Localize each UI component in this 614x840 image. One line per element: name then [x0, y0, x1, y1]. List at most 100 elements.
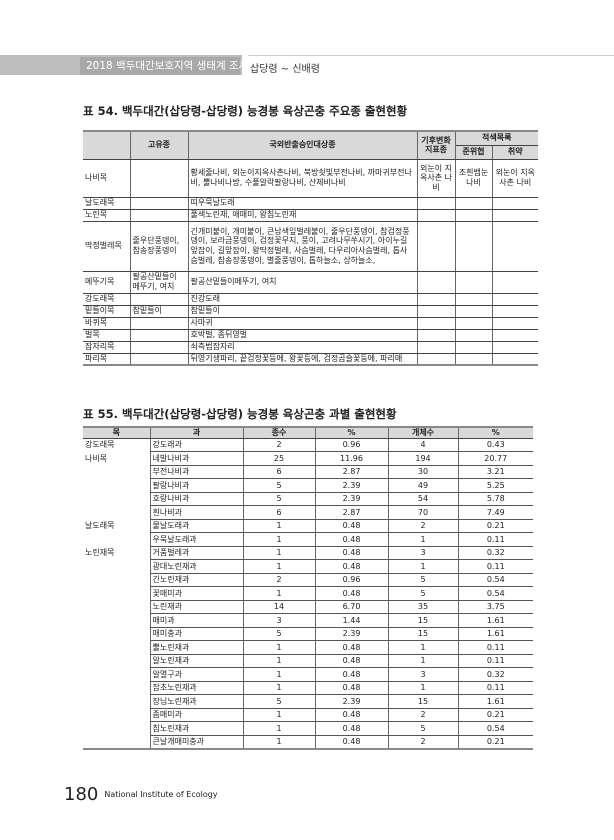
cell-climate [417, 270, 456, 294]
header-nt: 준위협 [455, 144, 493, 160]
cell [83, 600, 151, 614]
cell: 흰나비과 [150, 505, 244, 520]
cell-export: 팔공산밑들이메뚜기, 여치 [188, 270, 418, 294]
cell: 0.21 [458, 519, 533, 534]
cell-climate [417, 304, 456, 318]
cell: 3 [243, 613, 316, 628]
cell: 0.48 [315, 654, 389, 669]
cell: 54 [388, 492, 459, 507]
cell: 3 [388, 546, 459, 561]
cell-endemic [130, 208, 189, 222]
cell: 네발나비과 [150, 451, 244, 466]
cell: 2 [243, 438, 316, 453]
cell-vu [492, 340, 538, 354]
cell-climate [417, 340, 456, 354]
cell-order: 잠자리목 [83, 340, 131, 354]
cell: 호랑나비과 [150, 492, 244, 507]
cell-order: 벌목 [83, 328, 131, 342]
cell: 날도래목 [83, 519, 151, 533]
table54-caption: 표 54. 백두대간(삽당령-삽당령) 능경봉 육상곤충 주요종 출현현황 [83, 104, 408, 118]
cell: 49 [388, 478, 459, 493]
cell [83, 721, 151, 736]
table-row: 잡초노린재과 1 0.48 1 0.11 [83, 681, 533, 696]
cell-climate [417, 352, 456, 366]
cell-export: 띠우묵날도래 [188, 196, 418, 210]
cell-climate [417, 328, 456, 342]
cell: 3.21 [458, 465, 533, 480]
page-number: 180 [64, 784, 99, 805]
cell-order: 날도래목 [83, 196, 131, 210]
cell: 1.44 [315, 613, 389, 628]
table-row: 노린목 풀색노린재, 애매미, 왕침노린재 [83, 208, 538, 222]
cell: 0.21 [458, 708, 533, 723]
cell [83, 681, 151, 695]
cell: 0.21 [458, 735, 533, 750]
cell [83, 478, 151, 493]
table-row: 부전나비과 6 2.87 30 3.21 [83, 465, 533, 480]
table55: 목 과 종수% 개체수% 강도래목 강도래과 2 0.96 4 0.43 나비목 네발나비과 25 11… [83, 426, 533, 750]
cell-export: 진강도래 [188, 292, 418, 306]
table-row: 강도래목 진강도래 [83, 292, 538, 306]
table55-caption: 표 55. 백두대간(삽당령-삽당령) 능경봉 육상곤충 과별 출현현황 [83, 407, 397, 421]
header-vu: 취약 [492, 144, 538, 160]
cell: 0.96 [315, 438, 389, 453]
cell [83, 694, 151, 709]
table-row: 나비목 황세줄나비, 외눈이지옥사촌나비, 북방쇳빛부전나비, 까마귀부전나비, … [83, 158, 538, 198]
cell-climate [417, 208, 456, 222]
table-row: 날도래목 띠우묵날도래 [83, 196, 538, 210]
cell-export: 황세줄나비, 외눈이지옥사촌나비, 북방쇳빛부전나비, 까마귀부전나비, 뿔나비… [188, 158, 418, 198]
cell: 1 [243, 532, 316, 547]
cell: 15 [388, 613, 459, 628]
cell-endemic: 팔공산밑들이 메뚜기, 여치 [130, 270, 189, 294]
cell-climate [417, 292, 456, 306]
cell [83, 586, 151, 601]
header-cell: 과 [150, 426, 244, 439]
cell-vu: 외눈이 지옥사촌 나비 [492, 158, 538, 198]
cell: 1 [388, 681, 459, 696]
cell: 0.43 [458, 438, 533, 453]
cell: 3.75 [458, 600, 533, 615]
cell: 0.54 [458, 573, 533, 588]
cell: 6 [243, 505, 316, 520]
cell: 7.49 [458, 505, 533, 520]
cell: 알노린재과 [150, 654, 244, 669]
cell-export: 긴개미붙이, 개미붙이, 큰남색잎벌레붙이, 줄우단풍뎅이, 참검정풍뎅이, 보… [188, 220, 418, 272]
cell: 0.32 [458, 667, 533, 682]
cell [83, 505, 151, 520]
cell: 1 [243, 559, 316, 574]
cell-vu [492, 316, 538, 330]
cell-climate: 외눈이 지옥사촌 나비 [417, 158, 456, 198]
table-row: 파리목 뒤영기생파리, 끝검정꽃등에, 왕꽃등에, 검정곱슬꽃등에, 파리매 [83, 352, 538, 366]
header-divider [248, 55, 614, 56]
cell-order: 강도래목 [83, 292, 131, 306]
cell [83, 627, 151, 641]
section-title: 삽당령 ~ 신배령 [250, 64, 320, 75]
cell: 나비목 [83, 451, 151, 466]
cell [83, 532, 151, 547]
cell-nt [455, 220, 493, 272]
cell [83, 654, 151, 668]
cell-endemic [130, 340, 189, 354]
cell [83, 640, 151, 655]
cell: 0.48 [315, 532, 389, 547]
header-cell: 종수 [243, 426, 316, 439]
cell: 매미충과 [150, 627, 244, 642]
cell: 5.25 [458, 478, 533, 493]
table54: 고유종 국외반출승인대상종 기후변화 지표종 적색목록 준위협 취약 나비목 황세줄나비,… [83, 130, 538, 366]
cell-nt [455, 316, 493, 330]
cell: 1 [243, 735, 316, 750]
cell: 35 [388, 600, 459, 615]
cell: 2.39 [315, 627, 389, 642]
cell: 0.48 [315, 667, 389, 682]
cell: 긴노린재과 [150, 573, 244, 588]
cell: 1 [243, 721, 316, 736]
cell-vu [492, 352, 538, 366]
cell: 장님노린재과 [150, 694, 244, 709]
cell-order: 밑들이목 [83, 304, 131, 318]
cell-export: 사마귀 [188, 316, 418, 330]
cell: 15 [388, 627, 459, 642]
cell-export: 풀색노린재, 애매미, 왕침노린재 [188, 208, 418, 222]
cell: 1 [388, 532, 459, 547]
cell: 1.61 [458, 694, 533, 709]
cell-order: 딱정벌레목 [83, 220, 131, 272]
